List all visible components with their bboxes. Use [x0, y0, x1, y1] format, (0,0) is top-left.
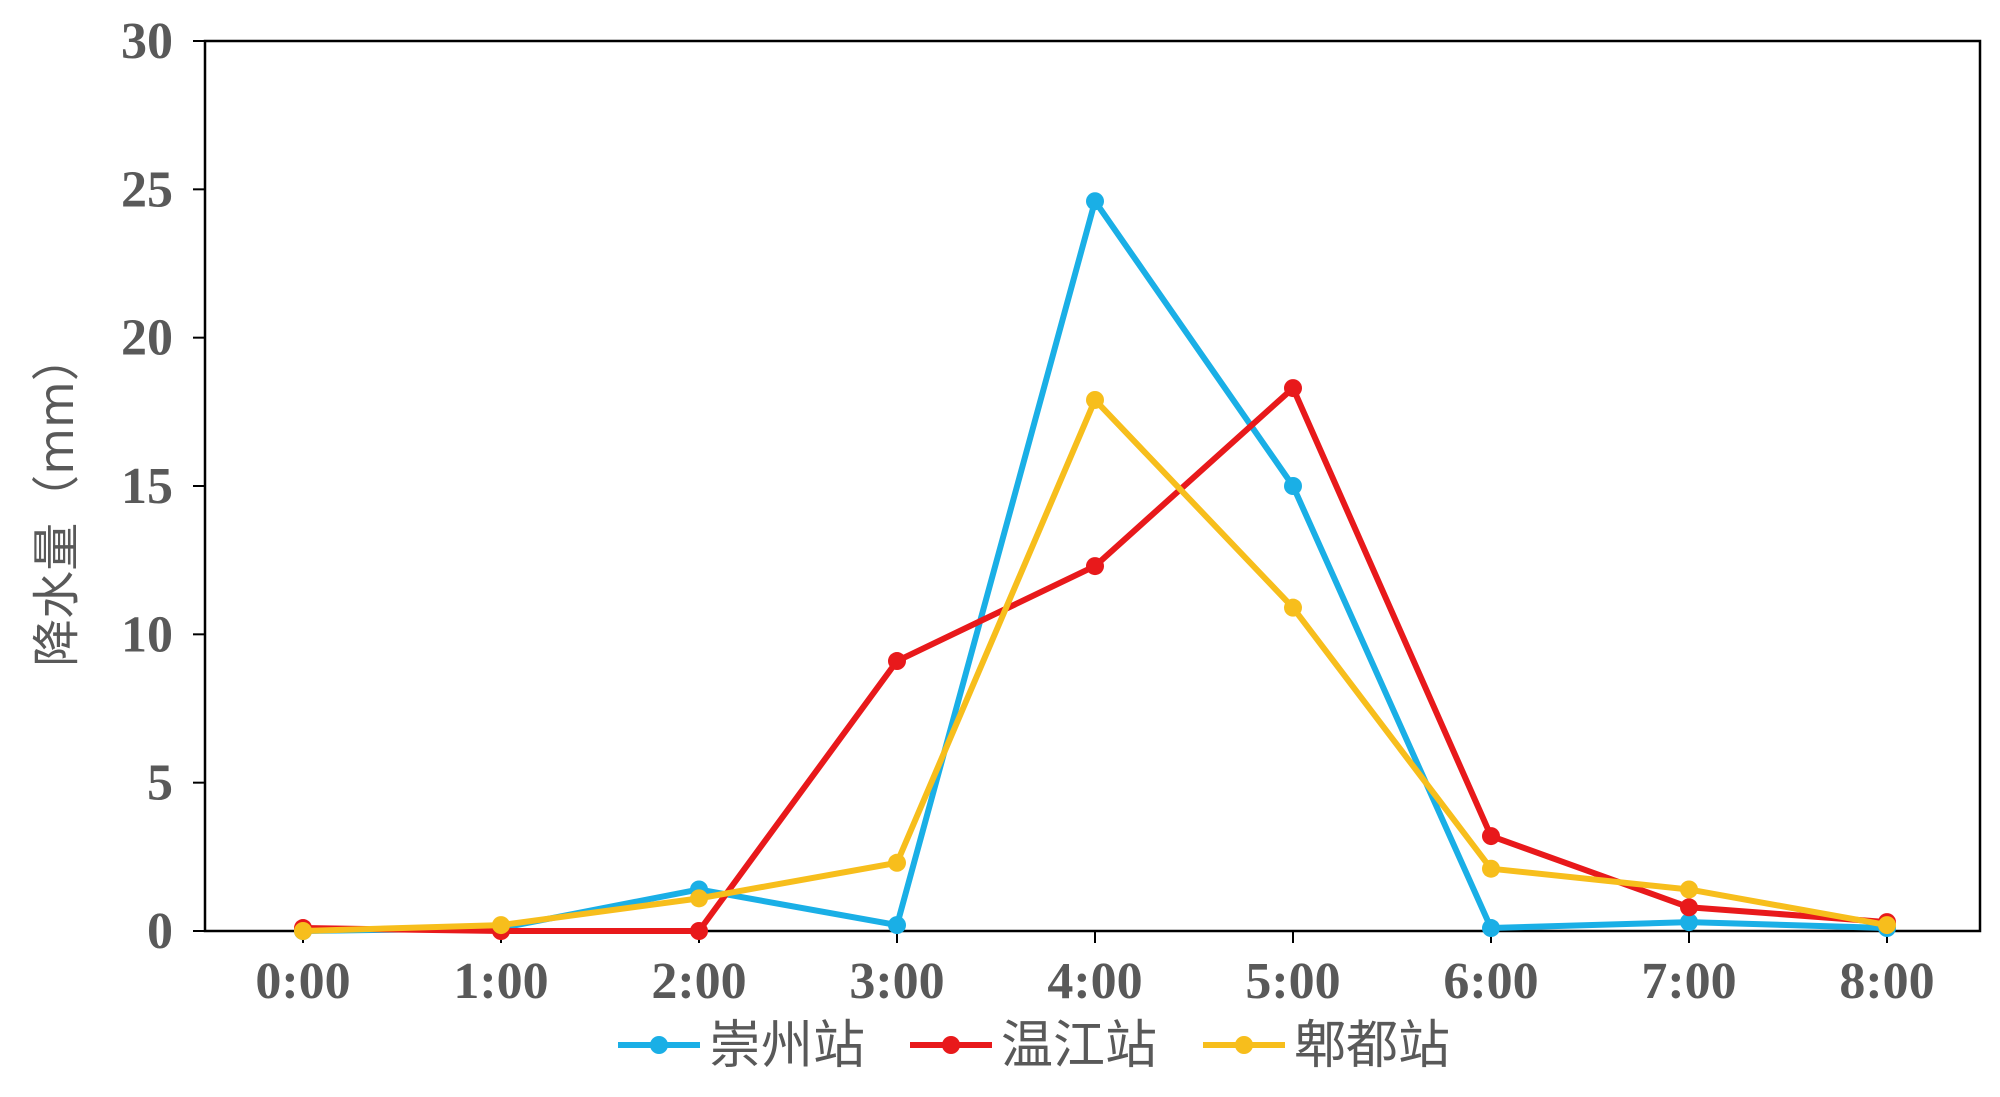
- x-axis: 0:00 1:00 2:00 3:00 4:00 5:00 6:00 7:00 8:00: [255, 931, 1935, 1010]
- data-point: [1086, 390, 1104, 409]
- x-tick-label: 3:00: [849, 953, 944, 1010]
- data-point: [1086, 557, 1104, 576]
- legend-item: 温江站: [910, 1016, 1157, 1076]
- legend-swatch-marker: [1235, 1036, 1253, 1054]
- y-tick-label: 5: [147, 755, 173, 812]
- data-point: [888, 916, 906, 935]
- data-point: [1680, 913, 1698, 932]
- y-tick-label: 25: [121, 161, 173, 218]
- series-line: [300, 396, 1890, 934]
- y-tick-label: 0: [147, 903, 173, 960]
- y-tick-label: 20: [121, 310, 173, 367]
- x-tick-label: 1:00: [453, 953, 548, 1010]
- legend-item: 郫都站: [1203, 1016, 1450, 1076]
- data-point: [1284, 598, 1302, 617]
- series-line: [300, 385, 1890, 934]
- data-point: [1482, 919, 1500, 938]
- legend-item: 崇州站: [618, 1016, 865, 1076]
- series-2: [294, 379, 1896, 940]
- series-layer: [294, 192, 1896, 940]
- data-point: [1482, 827, 1500, 846]
- legend-swatch-marker: [650, 1036, 668, 1054]
- data-point: [1284, 477, 1302, 495]
- y-axis-title: 降水量（mm）: [29, 333, 85, 667]
- data-point: [294, 922, 312, 940]
- data-point: [1680, 898, 1698, 917]
- legend-label: 崇州站: [709, 1016, 865, 1076]
- x-tick-label: 0:00: [255, 953, 350, 1010]
- x-tick-label: 7:00: [1641, 953, 1736, 1010]
- data-point: [690, 922, 708, 940]
- x-tick-label: 2:00: [651, 953, 746, 1010]
- data-point: [1878, 916, 1896, 935]
- plot-area-border: [203, 39, 1982, 933]
- x-tick-label: 5:00: [1245, 953, 1340, 1010]
- y-tick-label: 15: [121, 458, 173, 515]
- data-point: [1680, 880, 1698, 899]
- series-3: [294, 390, 1896, 940]
- data-point: [1086, 192, 1104, 211]
- data-point: [492, 916, 510, 935]
- legend: 崇州站 温江站 郫都站: [618, 1016, 1450, 1076]
- data-point: [1482, 859, 1500, 878]
- x-tick-label: 4:00: [1047, 953, 1142, 1010]
- y-tick-label: 30: [121, 13, 173, 70]
- data-point: [1284, 379, 1302, 398]
- x-tick-label: 8:00: [1839, 953, 1934, 1010]
- x-tick-label: 6:00: [1443, 953, 1538, 1010]
- legend-label: 温江站: [1001, 1016, 1157, 1076]
- data-point: [690, 889, 708, 908]
- data-point: [888, 652, 906, 671]
- y-tick-label: 10: [121, 606, 173, 663]
- y-axis: 0 5 10 15 20 25 30: [121, 13, 205, 960]
- data-point: [888, 853, 906, 872]
- legend-label: 郫都站: [1294, 1016, 1450, 1076]
- legend-swatch-marker: [942, 1036, 960, 1054]
